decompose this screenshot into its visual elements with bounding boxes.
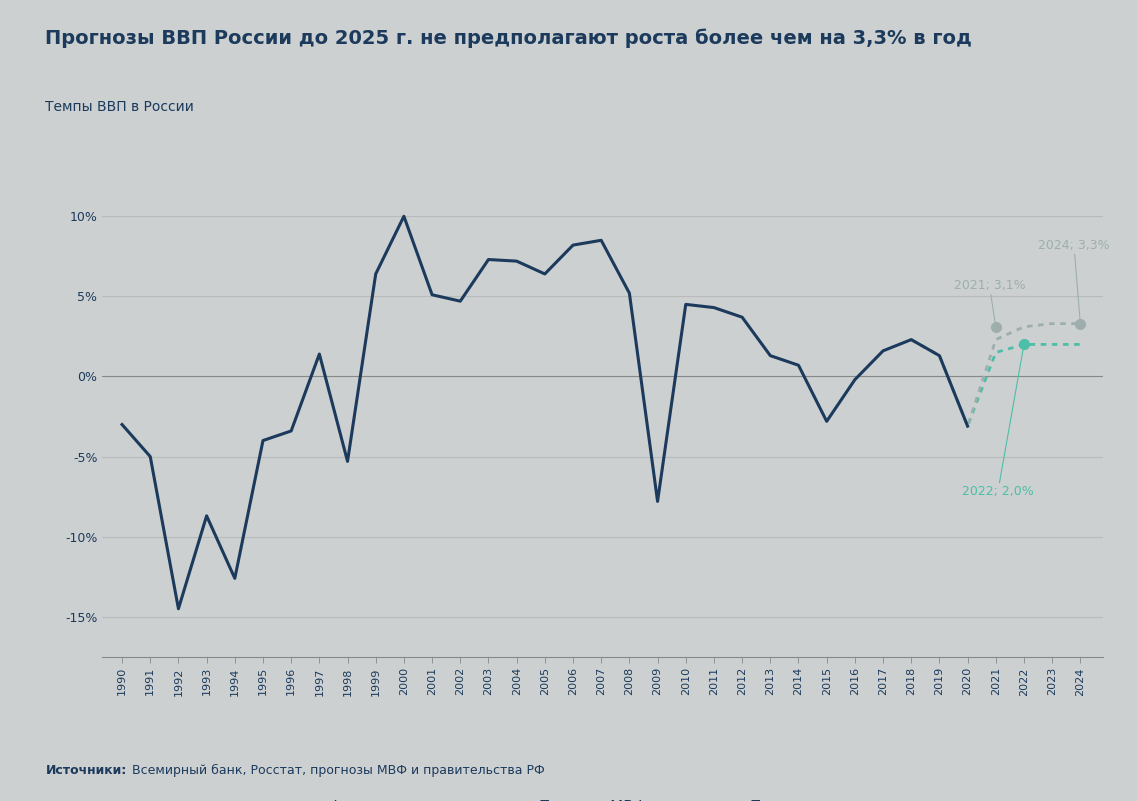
Text: Источники:: Источники: xyxy=(45,764,126,777)
Text: Всемирный банк, Росстат, прогнозы МВФ и правительства РФ: Всемирный банк, Росстат, прогнозы МВФ и … xyxy=(128,764,546,777)
Text: Прогнозы ВВП России до 2025 г. не предполагают роста более чем на 3,3% в год: Прогнозы ВВП России до 2025 г. не предпо… xyxy=(45,28,972,47)
Text: 2021; 3,1%: 2021; 3,1% xyxy=(954,279,1026,327)
Text: 2024; 3,3%: 2024; 3,3% xyxy=(1038,239,1110,324)
Legend: Фактические, Прогноз МВФ, Прогноз правительства: Фактические, Прогноз МВФ, Прогноз правит… xyxy=(257,795,948,801)
Text: 2022; 2,0%: 2022; 2,0% xyxy=(962,344,1034,498)
Text: Темпы ВВП в России: Темпы ВВП в России xyxy=(45,100,194,114)
